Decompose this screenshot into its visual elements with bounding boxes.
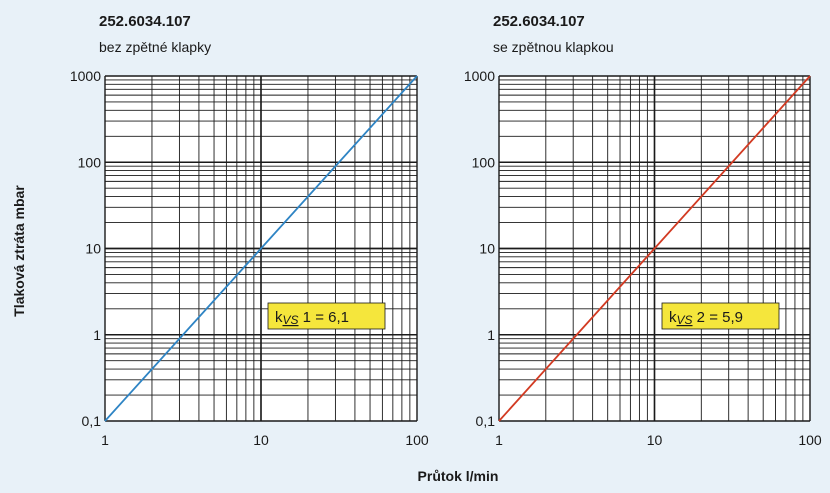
chart-left: 252.6034.107 bez zpětné klapky 1 10 100 0,1 1 1… [70, 13, 429, 448]
y-tick-label: 1 [93, 327, 101, 343]
y-tick-label: 10 [85, 241, 101, 257]
kvs-box [661, 302, 780, 330]
chart-title: 252.6034.107 [493, 13, 585, 30]
chart-subtitle: bez zpětné klapky [99, 39, 211, 55]
y-tick-label: 100 [78, 154, 102, 170]
x-tick-label: 100 [405, 432, 429, 448]
kvs-label: kVS 2 = 5,9 [669, 309, 743, 327]
y-axis-label: Tlaková ztráta mbar [11, 185, 27, 317]
y-tick-label: 1 [487, 327, 495, 343]
x-axis-label: Průtok l/min [418, 468, 499, 484]
y-tick-label: 1000 [464, 68, 495, 84]
x-tick-label: 10 [253, 432, 269, 448]
y-tick-label: 10 [479, 241, 495, 257]
x-tick-label: 10 [647, 432, 663, 448]
kvs-box [267, 302, 386, 330]
x-tick-label: 100 [798, 432, 822, 448]
chart-title: 252.6034.107 [99, 13, 191, 30]
x-tick-label: 1 [495, 432, 503, 448]
series-line [498, 75, 811, 422]
kvs-label: kVS 1 = 6,1 [275, 309, 349, 327]
chart-subtitle: se zpětnou klapkou [493, 39, 614, 55]
y-tick-label: 0,1 [476, 413, 496, 429]
chart-right: 252.6034.107 se zpětnou klapkou 1 10 100 0,1 1… [464, 13, 822, 448]
y-tick-label: 100 [472, 154, 496, 170]
y-tick-label: 1000 [70, 68, 101, 84]
y-tick-label: 0,1 [82, 413, 102, 429]
series-line [104, 75, 418, 422]
x-tick-label: 1 [101, 432, 109, 448]
